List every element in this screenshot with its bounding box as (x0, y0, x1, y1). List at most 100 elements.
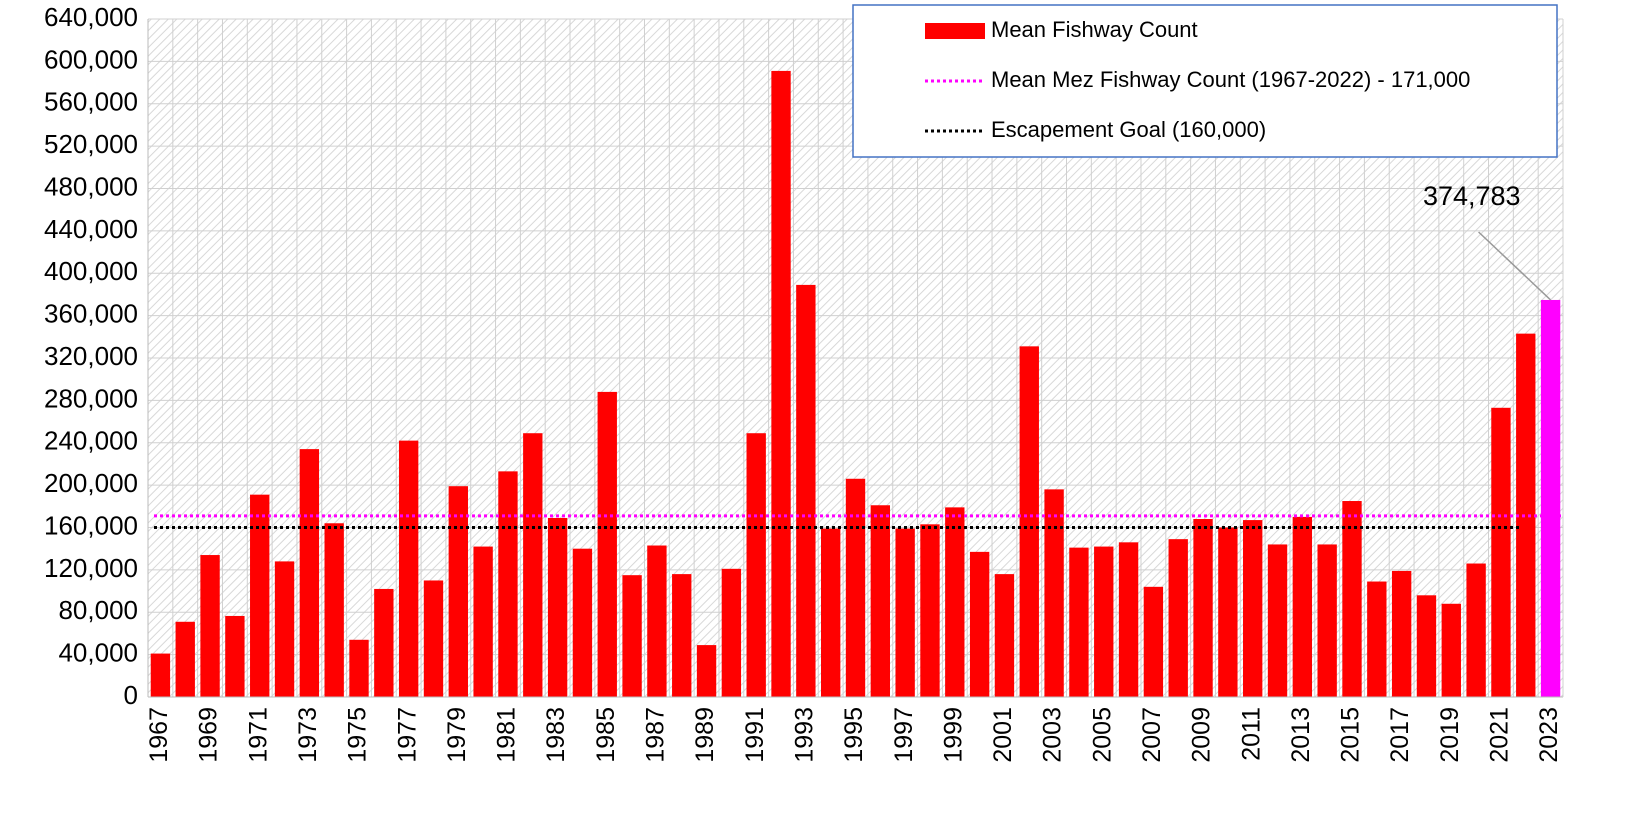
bar (1540, 299, 1561, 697)
x-tick-label: 1985 (592, 707, 620, 763)
x-tick-label: 2009 (1188, 707, 1216, 763)
bar (1292, 516, 1313, 697)
bar (423, 580, 444, 697)
x-tick-label: 1977 (393, 707, 421, 763)
y-tick-label: 0 (124, 680, 138, 710)
y-tick-label: 600,000 (44, 44, 138, 74)
bar (1516, 333, 1536, 697)
y-tick-label: 560,000 (44, 87, 138, 117)
bar (1243, 520, 1263, 697)
bar (969, 551, 990, 697)
bar (1019, 346, 1039, 697)
bar (1143, 586, 1164, 697)
x-tick-label: 2015 (1337, 707, 1365, 763)
legend-label: Escapement Goal (160,000) (991, 117, 1266, 142)
bar (672, 574, 692, 697)
x-tick-label: 2017 (1386, 707, 1414, 763)
x-tick-label: 1967 (145, 707, 173, 763)
bar (920, 524, 940, 697)
bar (1069, 547, 1089, 697)
x-tick-label: 1991 (741, 707, 769, 763)
x-tick-label: 2013 (1287, 707, 1315, 763)
bar (1367, 581, 1387, 697)
legend-swatch (925, 23, 985, 39)
bar (200, 555, 220, 697)
bar (175, 621, 195, 697)
x-tick-label: 1983 (542, 707, 570, 763)
bar (771, 70, 791, 698)
y-tick-label: 160,000 (44, 510, 138, 540)
bar (597, 391, 617, 697)
bar (1441, 603, 1461, 697)
bar (721, 568, 742, 697)
bar (523, 433, 543, 697)
y-tick-label: 240,000 (44, 426, 138, 456)
bar (1118, 542, 1139, 697)
y-tick-label: 480,000 (44, 171, 138, 201)
y-tick-label: 440,000 (44, 214, 138, 244)
bar (796, 284, 816, 697)
x-tick-label: 1995 (840, 707, 868, 763)
legend-label: Mean Fishway Count (991, 17, 1198, 42)
x-tick-label: 1989 (691, 707, 719, 763)
x-tick-label: 1971 (244, 707, 272, 763)
bar (994, 574, 1015, 697)
y-tick-label: 520,000 (44, 129, 138, 159)
bar (945, 507, 965, 697)
bar (746, 433, 766, 697)
bar (1044, 489, 1064, 697)
bar (150, 653, 171, 697)
x-tick-label: 2005 (1088, 707, 1116, 763)
bar (1218, 527, 1238, 697)
x-tick-label: 1973 (294, 707, 322, 763)
x-tick-label: 2007 (1138, 707, 1166, 763)
y-tick-label: 360,000 (44, 299, 138, 329)
bar (398, 440, 419, 697)
bar (1416, 595, 1437, 697)
legend-label: Mean Mez Fishway Count (1967-2022) - 171… (991, 67, 1470, 92)
x-tick-label: 2001 (989, 707, 1017, 763)
bar (448, 486, 468, 697)
y-tick-label: 40,000 (58, 638, 138, 668)
x-tick-label: 1981 (493, 707, 521, 763)
bar (696, 645, 717, 697)
y-tick-label: 80,000 (58, 595, 138, 625)
bar (572, 548, 593, 697)
x-tick-label: 1979 (443, 707, 471, 763)
x-tick-label: 2021 (1486, 707, 1514, 763)
bar (374, 588, 394, 697)
bar (1168, 539, 1188, 697)
x-tick-label: 1993 (790, 707, 818, 763)
bar (1466, 563, 1486, 697)
bar (1317, 544, 1337, 697)
y-tick-label: 120,000 (44, 553, 138, 583)
bar (225, 615, 245, 697)
bar (299, 449, 320, 697)
bar (870, 505, 891, 697)
bar (1193, 519, 1213, 697)
y-tick-label: 280,000 (44, 383, 138, 413)
data-label: 374,783 (1423, 181, 1521, 211)
bar (647, 545, 667, 697)
x-tick-label: 2019 (1436, 707, 1464, 763)
bar (324, 523, 344, 697)
bar (349, 639, 369, 697)
y-tick-label: 640,000 (44, 2, 138, 32)
y-tick-label: 320,000 (44, 341, 138, 371)
bar (250, 494, 270, 697)
y-tick-label: 200,000 (44, 468, 138, 498)
bar (1491, 407, 1511, 697)
x-tick-label: 2003 (1039, 707, 1067, 763)
bar (1267, 544, 1288, 697)
x-tick-label: 1969 (195, 707, 223, 763)
bar (498, 471, 518, 697)
bar (1391, 570, 1412, 697)
bar (547, 517, 568, 697)
bar (820, 528, 841, 697)
x-tick-label: 1999 (939, 707, 967, 763)
y-tick-label: 400,000 (44, 256, 138, 286)
bar (845, 478, 866, 697)
x-tick-label: 1975 (344, 707, 372, 763)
bar (473, 546, 493, 697)
